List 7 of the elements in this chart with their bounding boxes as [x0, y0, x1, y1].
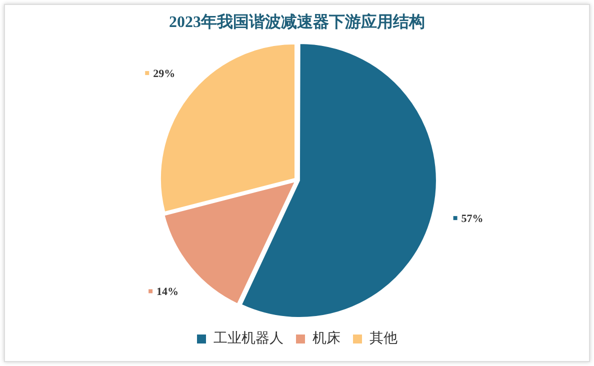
legend-label: 机床: [312, 330, 340, 347]
legend-label: 其他: [370, 330, 398, 347]
data-label: 29%: [153, 68, 176, 80]
chart-title: 2023年我国谐波减速器下游应用结构: [168, 12, 426, 33]
data-label: 14%: [156, 286, 179, 298]
data-label: 57%: [461, 212, 484, 225]
legend-label: 工业机器人: [214, 330, 284, 347]
